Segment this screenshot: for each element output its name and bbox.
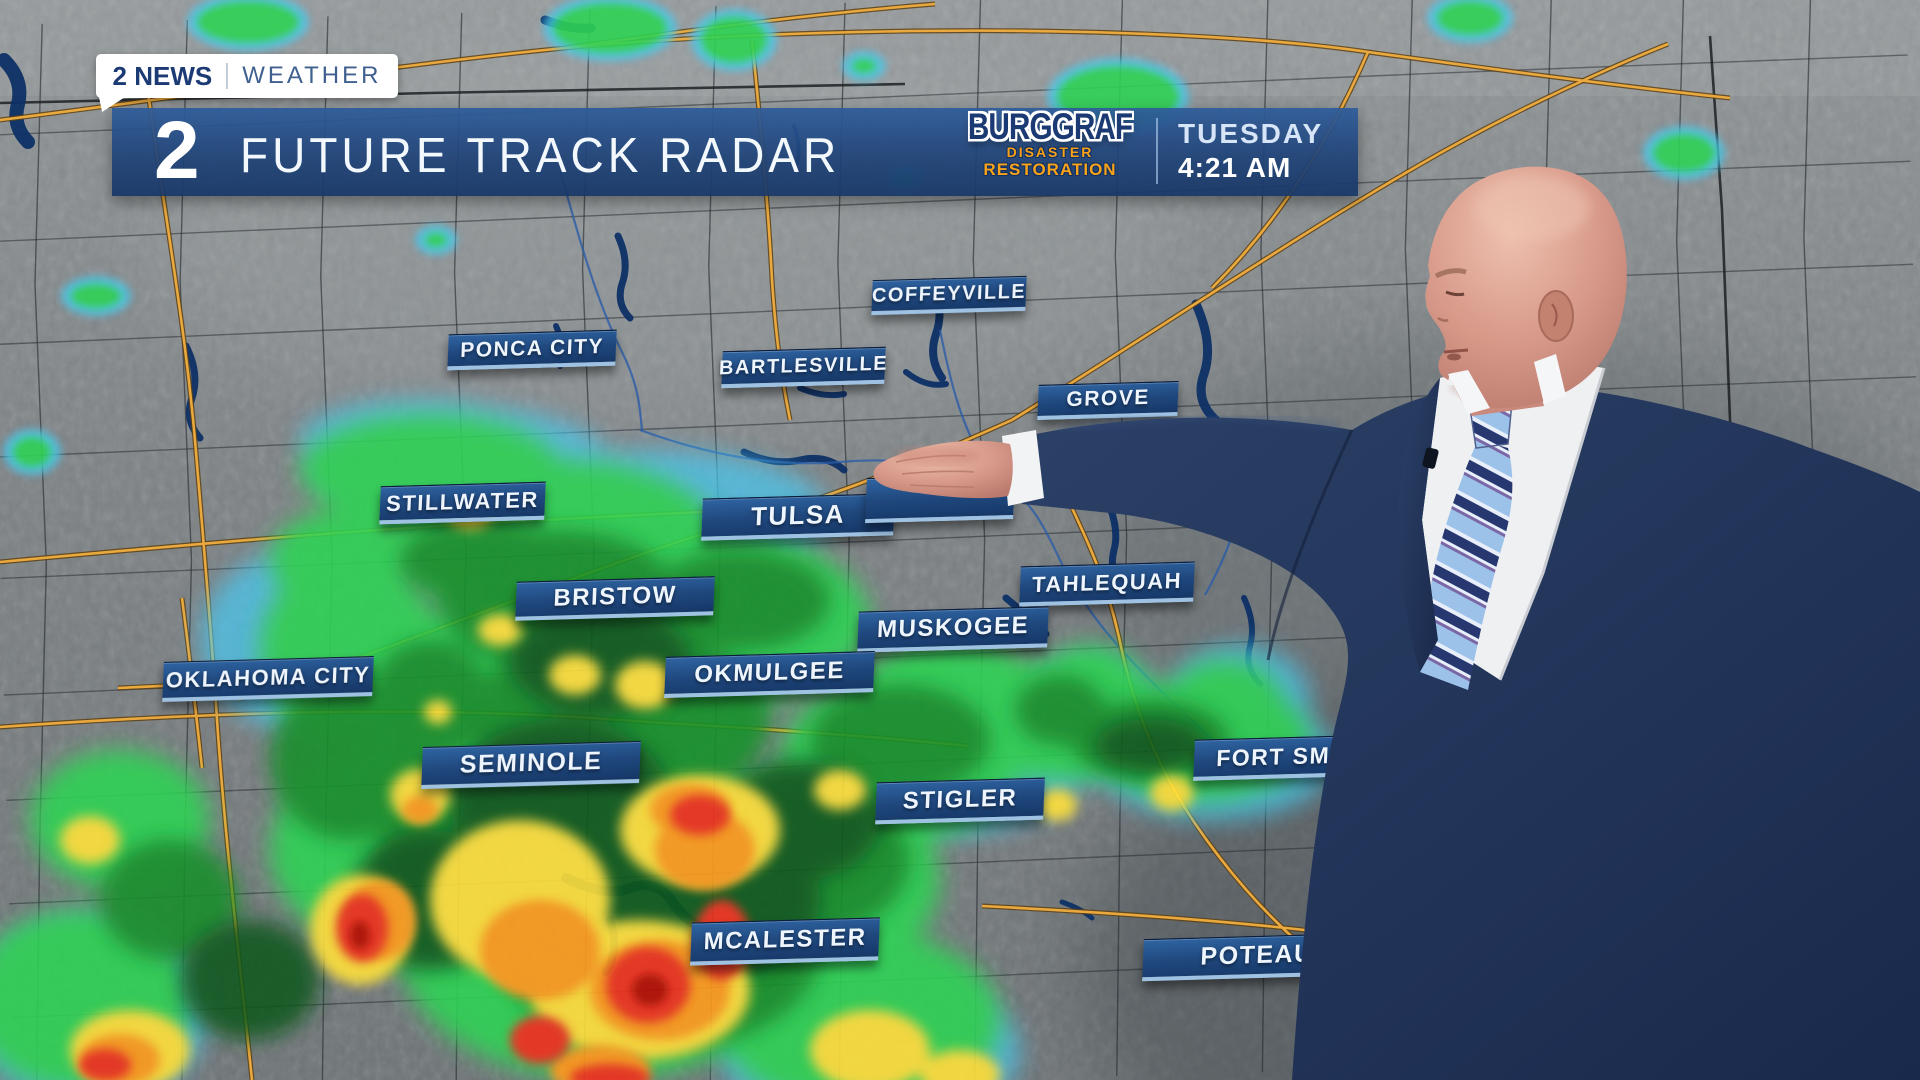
- bubble-divider: [226, 63, 229, 89]
- station-bug: 2 NEWS WEATHER: [96, 54, 398, 112]
- time-block: TUESDAY 4:21 AM: [1178, 117, 1323, 184]
- anchor-body: [873, 166, 1920, 1080]
- sponsor-line3: RESTORATION: [983, 160, 1117, 179]
- suit-jacket: [1022, 383, 1920, 1080]
- title-banner: 2 FUTURE TRACK RADAR BURGGRAF DISASTER R…: [112, 105, 1358, 196]
- collar-right: [1534, 354, 1566, 404]
- forecast-day: TUESDAY: [1178, 118, 1324, 149]
- shirt-cuff: [1002, 430, 1044, 506]
- lapel-microphone: [1422, 447, 1439, 469]
- tie: [1420, 440, 1513, 690]
- eye: [1445, 290, 1465, 297]
- mouth: [1443, 348, 1469, 354]
- banner-title: FUTURE TRACK RADAR: [240, 127, 841, 183]
- sponsor-name: BURGGRAF: [967, 105, 1133, 148]
- time-divider: [1156, 118, 1158, 184]
- sponsor-logo: BURGGRAF DISASTER RESTORATION: [948, 105, 1152, 179]
- sponsor-line2: DISASTER: [1006, 144, 1094, 160]
- section-name: WEATHER: [242, 62, 382, 89]
- collar-left: [1448, 370, 1490, 414]
- forecast-time: 4:21 AM: [1178, 151, 1292, 183]
- eyebrow: [1434, 268, 1467, 279]
- station-name: 2 NEWS: [112, 60, 213, 91]
- channel-number: 2: [154, 105, 200, 196]
